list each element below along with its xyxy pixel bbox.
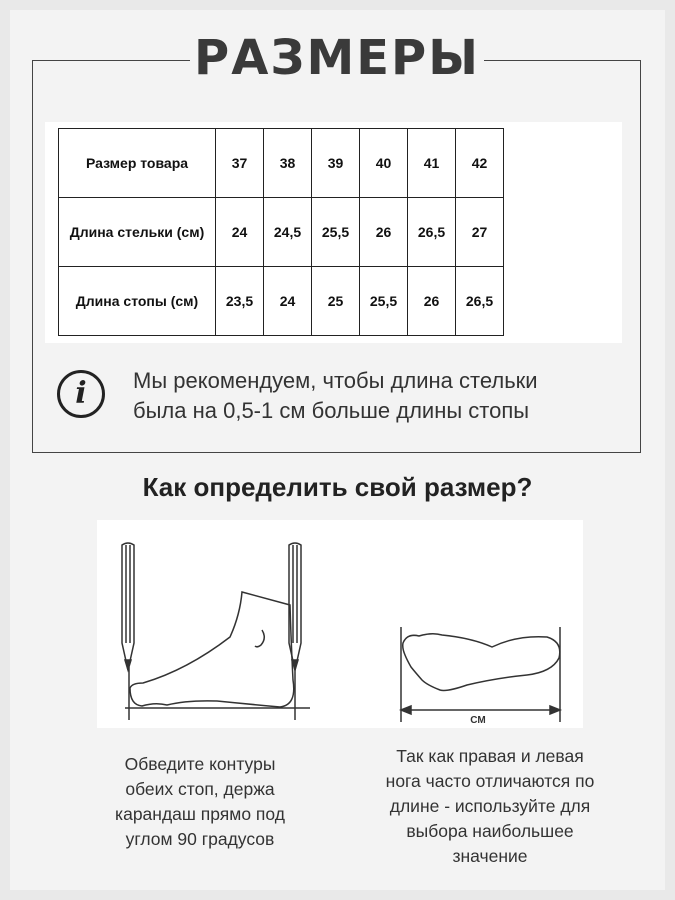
table-cell: 24: [263, 266, 312, 336]
table-cell: 41: [407, 128, 456, 198]
sizes-frame: [32, 60, 641, 453]
page-title: РАЗМЕРЫ: [194, 30, 480, 86]
table-cell: 40: [359, 128, 408, 198]
info-icon: i: [57, 370, 105, 418]
caption-line: углом 90 градусов: [125, 829, 275, 849]
caption-line: нога часто отличаются по: [385, 771, 595, 791]
measurement-illustration: СМ: [97, 520, 583, 728]
table-row: Длина стопы (см) 23,5 24 25 25,5 26 26,5: [58, 266, 504, 336]
table-cell: 38: [263, 128, 312, 198]
table-cell: 37: [215, 128, 264, 198]
frame-divider: [32, 60, 190, 61]
pencil-left-icon: [121, 542, 135, 673]
table-cell: 26: [359, 197, 408, 267]
table-cell: 25,5: [359, 266, 408, 336]
table-cell: 25: [311, 266, 360, 336]
footprint-icon: [398, 627, 563, 722]
caption-line: выбора наибольшее: [406, 821, 574, 841]
foot-side-icon: [125, 591, 310, 720]
caption-line: Обведите контуры: [124, 754, 276, 774]
how-to-heading: Как определить свой размер?: [142, 472, 533, 502]
frame-divider: [484, 60, 641, 61]
table-cell: 26: [407, 266, 456, 336]
table-cell: 26,5: [455, 266, 504, 336]
left-caption: Обведите контуры обеих стоп, держа каран…: [90, 752, 310, 852]
recommendation-line: Мы рекомендуем, чтобы длина стельки: [133, 368, 538, 393]
recommendation-line: была на 0,5-1 см больше длины стопы: [133, 398, 530, 423]
table-row: Размер товара 37 38 39 40 41 42: [58, 128, 504, 198]
caption-line: обеих стоп, держа: [125, 779, 275, 799]
row-label: Длина стопы (см): [58, 266, 216, 336]
right-caption: Так как правая и левая нога часто отлича…: [360, 744, 620, 869]
caption-line: карандаш прямо под: [115, 804, 285, 824]
table-cell: 24: [215, 197, 264, 267]
size-table: Размер товара 37 38 39 40 41 42 Длина стельки (…: [58, 128, 504, 336]
row-label: Размер товара: [58, 128, 216, 198]
row-label: Длина стельки (см): [58, 197, 216, 267]
table-cell: 39: [311, 128, 360, 198]
table-cell: 42: [455, 128, 504, 198]
table-cell: 24,5: [263, 197, 312, 267]
pencil-right-icon: [288, 542, 302, 673]
table-cell: 26,5: [407, 197, 456, 267]
caption-line: длине - используйте для: [389, 796, 591, 816]
table-row: Длина стельки (см) 24 24,5 25,5 26 26,5 27: [58, 197, 504, 267]
recommendation-text: Мы рекомендуем, чтобы длина стельки была…: [133, 366, 538, 426]
table-cell: 25,5: [311, 197, 360, 267]
table-cell: 23,5: [215, 266, 264, 336]
caption-line: значение: [452, 846, 528, 866]
table-cell: 27: [455, 197, 504, 267]
measure-label: СМ: [470, 715, 485, 726]
caption-line: Так как правая и левая: [396, 746, 584, 766]
